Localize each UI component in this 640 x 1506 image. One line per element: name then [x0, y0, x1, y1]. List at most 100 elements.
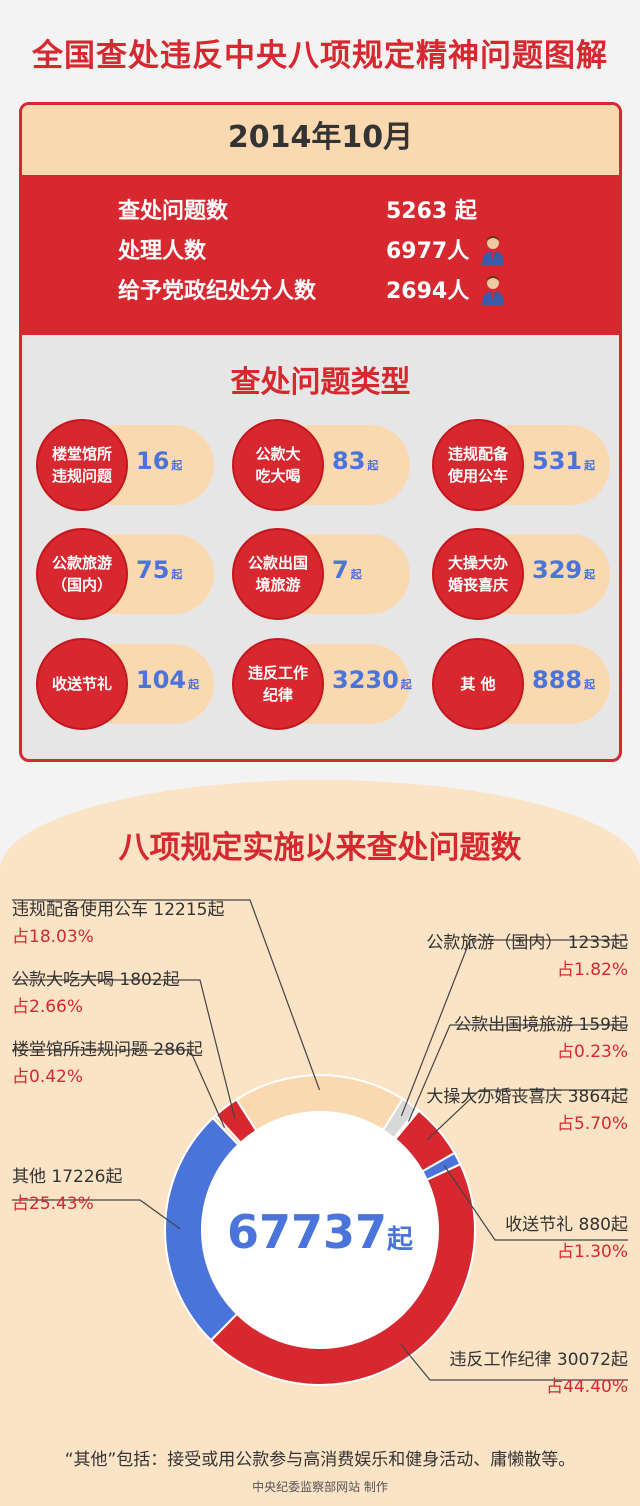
total-unit: 起: [387, 1225, 414, 1255]
stats-block: 查处问题数 5263 起 处理人数 6977人 给予党政纪处分人数 2694人: [22, 175, 619, 335]
slice-percent: 占0.23%: [556, 1042, 628, 1062]
type-name: 公款出国 境旅游: [232, 528, 324, 620]
type-name: 其 他: [432, 638, 524, 730]
type-pill: 收送节礼 104 起: [36, 638, 214, 730]
leader-line-2: [408, 1024, 628, 1122]
count-unit: 起: [584, 459, 596, 472]
leader-line-5: [400, 1343, 628, 1381]
slice-label: 公款大吃大喝 1802起占2.66%: [12, 965, 180, 1017]
leader-line-6: [12, 1199, 181, 1230]
slice-count: 12215起: [153, 900, 225, 920]
type-count: 16 起: [136, 447, 182, 475]
type-name: 楼堂馆所 违规问题: [36, 419, 128, 511]
count-value: 7: [332, 556, 349, 584]
slice-name: 违反工作纪律: [449, 1350, 552, 1370]
count-value: 531: [532, 447, 583, 475]
type-count: 888 起: [532, 666, 595, 694]
period-header: 2014年10月: [22, 105, 619, 175]
chart-total: 67737起: [205, 1205, 435, 1259]
type-name: 公款大 吃大喝: [232, 419, 324, 511]
slice-label: 公款旅游（国内） 1233起占1.82%: [426, 928, 628, 980]
slice-name: 公款大吃大喝: [12, 970, 114, 990]
type-count: 329 起: [532, 556, 595, 584]
slice-name: 公款出国境旅游: [454, 1015, 574, 1035]
slice-count: 3864起: [567, 1087, 628, 1107]
leader-line-4: [443, 1165, 628, 1241]
type-pill: 大操大办 婚丧喜庆 329 起: [432, 528, 610, 620]
slice-count: 1802起: [119, 970, 180, 990]
type-name: 违规配备 使用公车: [432, 419, 524, 511]
slice-name: 其他: [12, 1167, 46, 1187]
stat-row-punished: 给予党政纪处分人数 2694人: [118, 273, 538, 309]
stat-row-people: 处理人数 6977人: [118, 233, 538, 269]
count-unit: 起: [400, 678, 412, 691]
types-title: 查处问题类型: [230, 365, 411, 400]
slice-label: 大操大办婚丧喜庆 3864起 占5.70%: [426, 1082, 628, 1134]
count-value: 16: [136, 447, 170, 475]
type-count: 531 起: [532, 447, 595, 475]
slice-name: 楼堂馆所违规问题: [12, 1040, 148, 1060]
leader-line-1: [400, 939, 628, 1117]
type-pill: 违规配备 使用公车 531 起: [432, 419, 610, 511]
type-name: 违反工作 纪律: [232, 638, 324, 730]
slice-percent: 占2.66%: [12, 997, 84, 1017]
stat-value: 6977人: [386, 239, 470, 264]
chart-title: 八项规定实施以来查处问题数: [118, 830, 522, 866]
stat-row-problems: 查处问题数 5263 起: [118, 193, 538, 229]
count-unit: 起: [584, 568, 596, 581]
credit: 中央纪委监察部网站 制作: [252, 1480, 388, 1494]
count-value: 104: [136, 666, 187, 694]
count-value: 888: [532, 666, 583, 694]
type-pill: 楼堂馆所 违规问题 16 起: [36, 419, 214, 511]
stat-value: 2694人: [386, 279, 470, 304]
slice-name: 公款旅游（国内）: [426, 933, 563, 953]
slice-count: 1233起: [567, 933, 628, 953]
count-unit: 起: [188, 678, 200, 691]
count-unit: 起: [584, 678, 596, 691]
slice-label: 违反工作纪律 30072起 占44.40%: [450, 1345, 629, 1397]
type-count: 83 起: [332, 447, 378, 475]
person-icon: [482, 276, 504, 305]
count-value: 3230: [332, 666, 399, 694]
count-value: 83: [332, 447, 366, 475]
leader-line-0: [12, 899, 321, 1091]
count-unit: 起: [171, 459, 183, 472]
type-pill: 其 他 888 起: [432, 638, 610, 730]
stat-label: 给予党政纪处分人数: [118, 279, 317, 304]
slice-count: 159起: [578, 1015, 628, 1035]
leader-line-8: [12, 979, 236, 1119]
slice-count: 30072起: [556, 1350, 628, 1370]
stat-value: 5263 起: [386, 199, 477, 224]
type-pill: 公款出国 境旅游 7 起: [232, 528, 410, 620]
slice-count: 880起: [578, 1215, 628, 1235]
stat-label: 处理人数: [118, 239, 207, 264]
type-count: 75 起: [136, 556, 182, 584]
stat-label: 查处问题数: [118, 199, 229, 224]
slice-name: 违规配备使用公车: [12, 900, 148, 920]
slice-percent: 占0.42%: [12, 1067, 84, 1087]
slice-label: 收送节礼 880起占1.30%: [505, 1210, 628, 1262]
donut-hole: [202, 1112, 438, 1348]
slice-label: 其他 17226起 占25.43%: [12, 1162, 123, 1214]
type-pill: 公款大 吃大喝 83 起: [232, 419, 410, 511]
count-unit: 起: [367, 459, 379, 472]
slice-percent: 占1.30%: [556, 1242, 628, 1262]
count-unit: 起: [171, 568, 183, 581]
slice-percent: 占1.82%: [556, 960, 628, 980]
type-pill: 违反工作 纪律 3230 起: [232, 638, 412, 730]
monthly-panel: 2014年10月 查处问题数 5263 起 处理人数 6977人 给予党政纪处分…: [19, 102, 622, 762]
total-value: 67737: [226, 1205, 388, 1259]
slice-name: 收送节礼: [505, 1215, 574, 1235]
type-name: 大操大办 婚丧喜庆: [432, 528, 524, 620]
type-pill: 公款旅游 （国内） 75 起: [36, 528, 214, 620]
type-name: 公款旅游 （国内）: [36, 528, 128, 620]
count-value: 329: [532, 556, 583, 584]
type-count: 3230 起: [332, 666, 412, 694]
slice-name: 大操大办婚丧喜庆: [426, 1087, 563, 1107]
count-value: 75: [136, 556, 170, 584]
donut-chart: [12, 899, 628, 1386]
type-count: 104 起: [136, 666, 199, 694]
count-unit: 起: [350, 568, 362, 581]
footnote: “其他”包括：接受或用公款参与高消费娱乐和健身活动、庸懒散等。: [64, 1450, 576, 1470]
